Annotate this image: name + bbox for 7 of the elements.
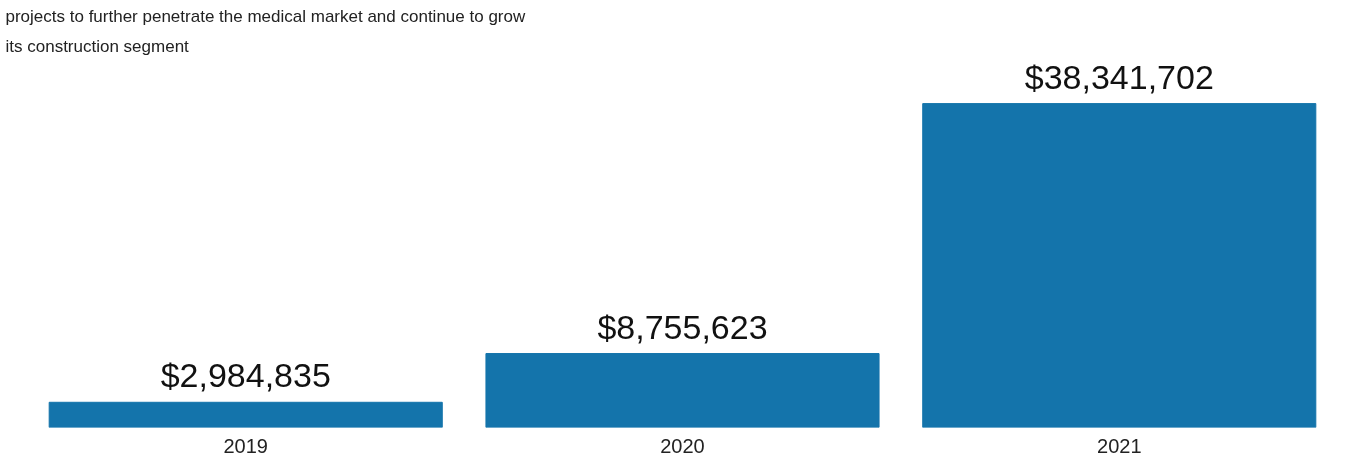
data-label: $2,984,835 — [160, 356, 331, 395]
chart-title: projects to further penetrate the medical market and continue to grow its construction segment — [5, 7, 526, 57]
x-tick-label: 2020 — [660, 434, 705, 455]
x-tick-label: 2019 — [223, 434, 268, 455]
data-label: $8,755,623 — [597, 307, 768, 346]
data-label: $38,341,702 — [1024, 57, 1214, 96]
x-tick-label: 2021 — [1097, 434, 1142, 455]
